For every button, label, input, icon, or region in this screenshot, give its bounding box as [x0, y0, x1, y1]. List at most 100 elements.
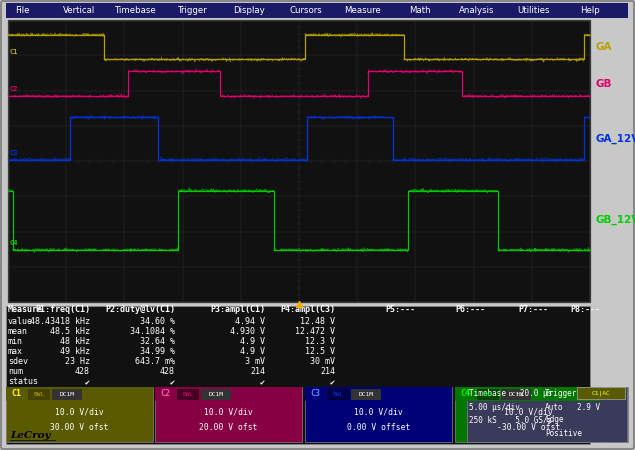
Text: 48.5 kHz: 48.5 kHz: [50, 328, 90, 337]
Text: 23 Hz: 23 Hz: [65, 357, 90, 366]
Bar: [467, 387, 627, 442]
Text: ✔: ✔: [170, 378, 175, 387]
Text: Trigger: Trigger: [545, 388, 577, 397]
Text: 32.64 %: 32.64 %: [140, 338, 175, 346]
Text: 12.472 V: 12.472 V: [295, 328, 335, 337]
Text: Vertical: Vertical: [63, 6, 95, 15]
Text: 5.00 μs/div: 5.00 μs/div: [469, 402, 520, 411]
Text: ✔: ✔: [85, 378, 90, 387]
Text: 34.1084 %: 34.1084 %: [130, 328, 175, 337]
Text: 2.9 V: 2.9 V: [577, 402, 600, 411]
Text: P4:ampl(C3): P4:ampl(C3): [280, 306, 335, 315]
Text: BWL: BWL: [182, 392, 194, 396]
Text: File: File: [15, 6, 29, 15]
Text: Positive: Positive: [545, 428, 582, 437]
Text: C3: C3: [310, 390, 320, 399]
Bar: [8, 20, 590, 302]
Bar: [6, 387, 153, 401]
Bar: [305, 387, 452, 401]
Text: status: status: [8, 378, 38, 387]
Text: 10.0 V/div: 10.0 V/div: [55, 408, 104, 417]
Text: 48 kHz: 48 kHz: [60, 338, 90, 346]
Bar: [455, 387, 602, 401]
Text: Utilities: Utilities: [517, 6, 549, 15]
Bar: [155, 387, 302, 401]
Bar: [577, 387, 625, 399]
Text: P8:---: P8:---: [570, 306, 600, 315]
Bar: [6, 3, 628, 18]
Bar: [305, 387, 452, 442]
Text: DC1M: DC1M: [208, 392, 224, 396]
Text: Edge: Edge: [545, 415, 563, 424]
Text: GA: GA: [596, 42, 613, 52]
Text: Measure: Measure: [8, 306, 43, 315]
Text: DC1M: DC1M: [359, 392, 373, 396]
Text: Display: Display: [233, 6, 265, 15]
Bar: [477, 389, 499, 400]
Text: sdev: sdev: [8, 357, 28, 366]
Text: C1|AC: C1|AC: [592, 390, 610, 396]
Text: P5:---: P5:---: [385, 306, 415, 315]
Text: 34.60 %: 34.60 %: [140, 318, 175, 327]
Text: 3 mV: 3 mV: [245, 357, 265, 366]
Text: 4.930 V: 4.930 V: [230, 328, 265, 337]
Bar: [6, 387, 153, 442]
Bar: [28, 389, 50, 400]
Text: num: num: [8, 368, 23, 377]
Bar: [177, 389, 199, 400]
Text: C4: C4: [460, 390, 470, 399]
Text: C2: C2: [160, 390, 170, 399]
Text: 20.00 V ofst: 20.00 V ofst: [199, 423, 258, 432]
Text: GB_12V: GB_12V: [596, 215, 635, 225]
Bar: [501, 389, 531, 400]
Text: C2: C2: [10, 86, 18, 92]
Text: Trigger: Trigger: [178, 6, 207, 15]
Text: C1: C1: [11, 390, 21, 399]
Bar: [455, 387, 602, 442]
Text: Math: Math: [409, 6, 431, 15]
Text: 30 mV: 30 mV: [310, 357, 335, 366]
Text: 12.5 V: 12.5 V: [305, 347, 335, 356]
Text: 214: 214: [320, 368, 335, 377]
Text: P7:---: P7:---: [518, 306, 548, 315]
Text: DC1M: DC1M: [60, 392, 74, 396]
Text: 12.3 V: 12.3 V: [305, 338, 335, 346]
Text: 10.0 V/div: 10.0 V/div: [504, 408, 553, 417]
Text: 4.9 V: 4.9 V: [240, 338, 265, 346]
Text: Timebase: Timebase: [115, 6, 156, 15]
Text: C1: C1: [10, 50, 18, 55]
Bar: [610, 387, 628, 442]
Bar: [604, 387, 626, 442]
Text: 428: 428: [75, 368, 90, 377]
Text: ✔: ✔: [260, 378, 265, 387]
Text: 0.00 V offset: 0.00 V offset: [347, 423, 410, 432]
Text: Auto: Auto: [545, 402, 563, 411]
Bar: [52, 389, 82, 400]
Text: 643.7 m%: 643.7 m%: [135, 357, 175, 366]
Text: 34.99 %: 34.99 %: [140, 347, 175, 356]
Bar: [155, 387, 302, 442]
Bar: [351, 389, 381, 400]
Text: Cursors: Cursors: [290, 6, 323, 15]
Text: max: max: [8, 347, 23, 356]
Text: 10.0 V/div: 10.0 V/div: [354, 408, 403, 417]
Bar: [327, 389, 349, 400]
Text: 10.0 V/div: 10.0 V/div: [204, 408, 253, 417]
Text: min: min: [8, 338, 23, 346]
Text: Timebase  -20.0 μs: Timebase -20.0 μs: [469, 388, 552, 397]
Text: BWL: BWL: [483, 392, 493, 396]
Text: C4: C4: [10, 240, 18, 246]
Text: -30.00 V ofst: -30.00 V ofst: [497, 423, 560, 432]
Text: GA_12V: GA_12V: [596, 133, 635, 144]
Text: 49 kHz: 49 kHz: [60, 347, 90, 356]
Text: 30.00 V ofst: 30.00 V ofst: [50, 423, 109, 432]
Text: DC1M: DC1M: [509, 392, 523, 396]
Text: P3:ampl(C1): P3:ampl(C1): [210, 306, 265, 315]
Text: 250 kS    5.0 GS/s: 250 kS 5.0 GS/s: [469, 415, 552, 424]
Text: 12.48 V: 12.48 V: [300, 318, 335, 327]
Text: Help: Help: [580, 6, 600, 15]
Text: 214: 214: [250, 368, 265, 377]
Text: P1:freq(C1): P1:freq(C1): [35, 306, 90, 315]
Bar: [201, 389, 231, 400]
Text: 4.94 V: 4.94 V: [235, 318, 265, 327]
